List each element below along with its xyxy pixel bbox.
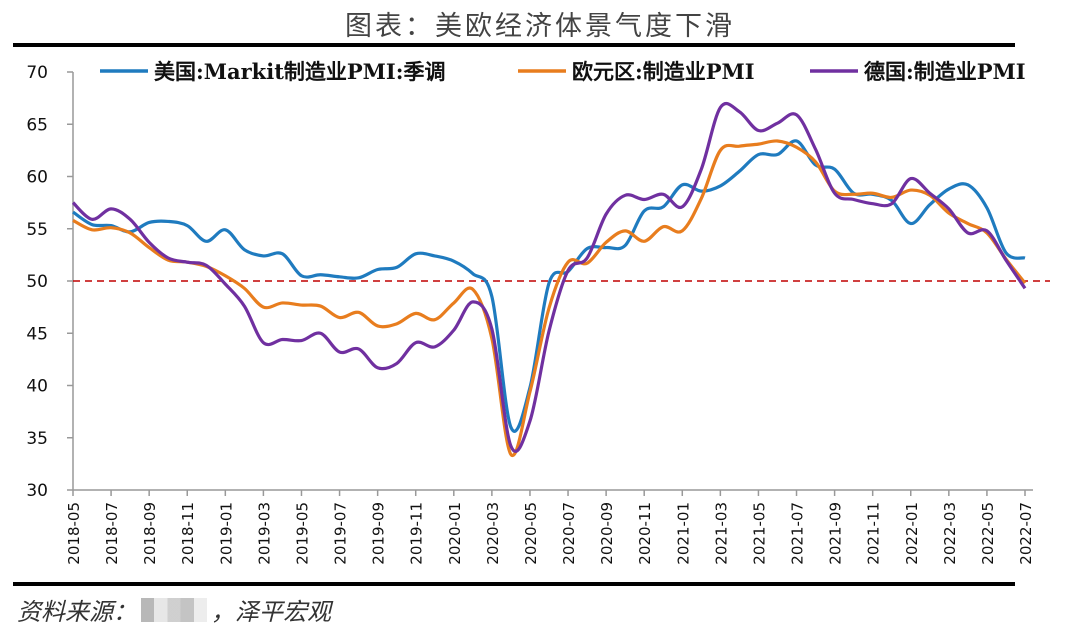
- y-tick-label: 70: [26, 63, 48, 83]
- x-tick-label: 2020-01: [446, 502, 464, 565]
- x-tick-label: 2022-03: [941, 502, 959, 565]
- x-tick-label: 2020-07: [560, 502, 578, 565]
- x-tick-label: 2019-03: [255, 502, 273, 565]
- y-tick-label: 65: [26, 115, 48, 135]
- x-tick-label: 2019-05: [293, 502, 311, 565]
- x-tick-label: 2018-07: [103, 502, 121, 565]
- y-tick-label: 45: [26, 324, 48, 344]
- x-tick-label: 2019-07: [332, 502, 350, 565]
- x-tick-label: 2020-11: [636, 502, 654, 565]
- y-tick-label: 60: [26, 168, 48, 188]
- x-tick-label: 2018-09: [141, 502, 159, 565]
- x-tick-label: 2018-11: [179, 502, 197, 565]
- x-tick-label: 2022-07: [1017, 502, 1035, 565]
- chart-title: 图表：美欧经济体景气度下滑: [345, 11, 735, 42]
- y-tick-label: 55: [26, 220, 48, 240]
- source-note: 资料来源： ，泽平宏观: [17, 592, 331, 627]
- x-tick-label: 2021-07: [789, 502, 807, 565]
- y-tick-label: 40: [26, 377, 48, 397]
- series-line-1: [72, 139, 1027, 458]
- y-tick-label: 50: [26, 272, 48, 292]
- x-tick-label: 2021-03: [712, 502, 730, 565]
- x-tick-label: 2019-11: [408, 502, 426, 565]
- y-tick-label: 30: [26, 481, 48, 501]
- x-tick-label: 2020-09: [598, 502, 616, 565]
- x-tick-label: 2022-05: [979, 502, 997, 565]
- series-line-0: [72, 139, 1026, 433]
- x-tick-label: 2021-01: [674, 502, 692, 565]
- x-tick-label: 2019-09: [370, 502, 388, 565]
- source-prefix: 资料来源：: [17, 598, 137, 626]
- legend-label-0: 美国:Markit制造业PMI:季调: [154, 59, 446, 84]
- x-tick-label: 2021-09: [827, 502, 845, 565]
- top-rule: [13, 43, 1015, 47]
- series-line-2: [71, 102, 1027, 453]
- x-tick-label: 2021-05: [750, 502, 768, 565]
- source-suffix: ，泽平宏观: [211, 598, 331, 626]
- redacted-source: [141, 597, 207, 622]
- x-tick-label: 2020-03: [484, 502, 502, 565]
- x-tick-label: 2019-01: [217, 502, 235, 565]
- x-tick-label: 2020-05: [522, 502, 540, 565]
- legend-label-1: 欧元区:制造业PMI: [572, 59, 755, 84]
- bottom-rule: [13, 582, 1015, 586]
- x-tick-label: 2018-05: [65, 502, 83, 565]
- x-tick-label: 2021-11: [865, 502, 883, 565]
- y-tick-label: 35: [26, 429, 48, 449]
- x-tick-label: 2022-01: [903, 502, 921, 565]
- legend-label-2: 德国:制造业PMI: [864, 59, 1026, 84]
